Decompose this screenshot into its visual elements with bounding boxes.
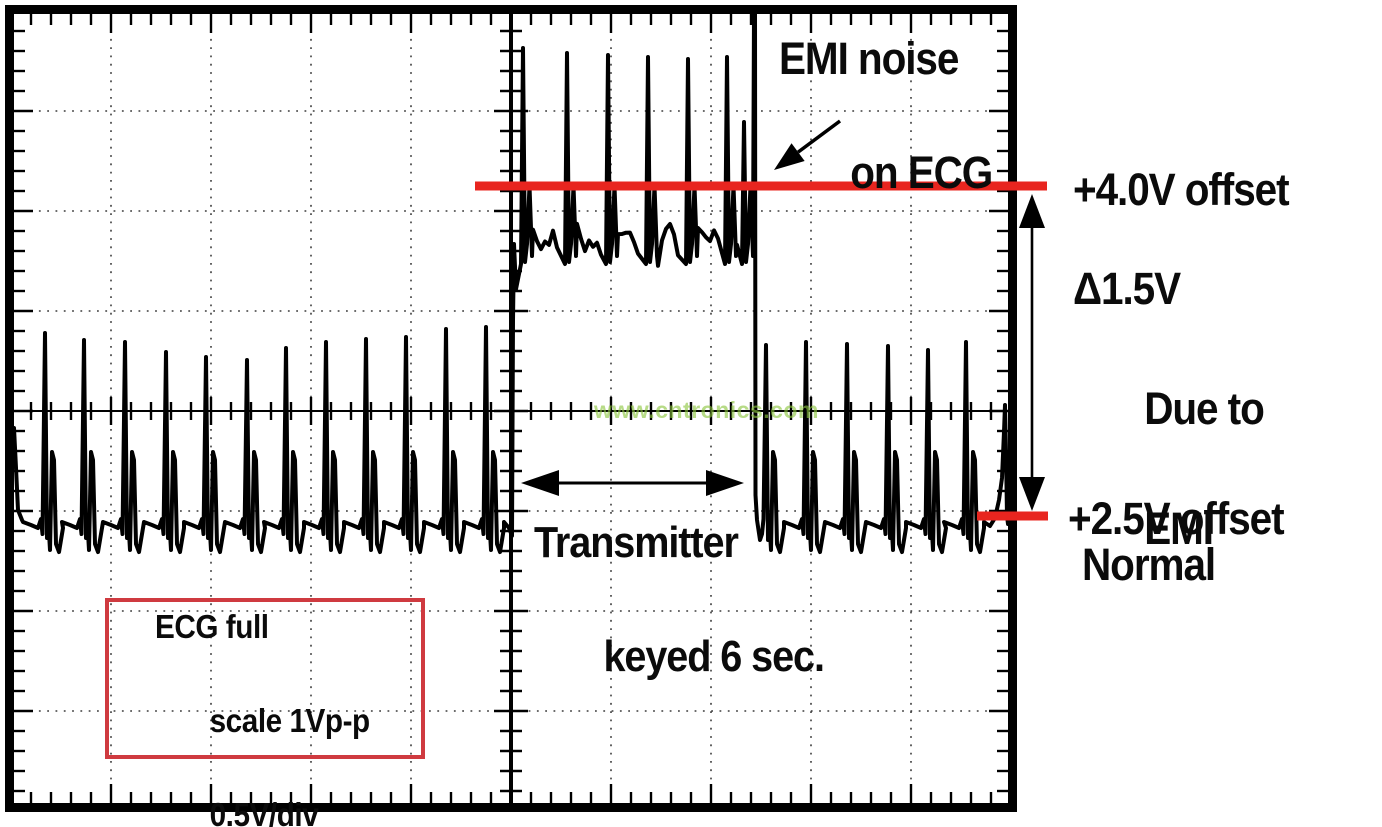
- scale-line2: scale 1Vp-p: [209, 702, 371, 739]
- ecg-trace: [12, 11, 1010, 554]
- delta-due-to: Due to: [1144, 383, 1265, 434]
- keying-arrowhead-right: [706, 470, 744, 496]
- delta-emi-label: Δ1.5V Due to EMI: [1073, 259, 1265, 559]
- delta-arrowhead-bottom: [1019, 477, 1045, 511]
- emi-noise-line1: EMI noise: [779, 33, 959, 84]
- emi-pointer-arrow: [797, 119, 842, 154]
- keying-arrowhead-left: [521, 470, 559, 496]
- annotation-arrows: [521, 119, 1045, 511]
- keying-line2: keyed 6 sec.: [603, 632, 825, 681]
- scale-line3: 0.5V/div: [209, 796, 319, 827]
- delta-arrowhead-top: [1019, 194, 1045, 228]
- scale-callout-box: [105, 598, 425, 759]
- delta-emi: EMI: [1144, 503, 1214, 554]
- emi-pointer-arrowhead: [774, 143, 805, 170]
- offset-low-label: +2.5V offset: [1068, 493, 1285, 544]
- scale-box-label: ECG full scale 1Vp-p 0.5V/div: [155, 603, 370, 827]
- red-offset-markers: [105, 181, 1048, 759]
- delta-value: Δ1.5V: [1073, 263, 1181, 314]
- emi-noise-label: EMI noise on ECG: [779, 30, 993, 201]
- watermark-text: www.cntronics.com: [594, 397, 819, 423]
- scope-border: [5, 5, 1017, 812]
- keying-line1: Transmitter: [534, 518, 739, 567]
- scale-line1: ECG full: [155, 608, 269, 645]
- offset-high-label: +4.0V offset: [1073, 164, 1290, 215]
- graticule-grid: [5, 5, 1017, 812]
- ecg-waveform-path: [12, 11, 1010, 554]
- emi-noise-line2: on ECG: [850, 147, 993, 198]
- offset-low-sub-label: Normal: [1082, 539, 1216, 590]
- keying-label: Transmitter keyed 6 sec.: [534, 514, 825, 685]
